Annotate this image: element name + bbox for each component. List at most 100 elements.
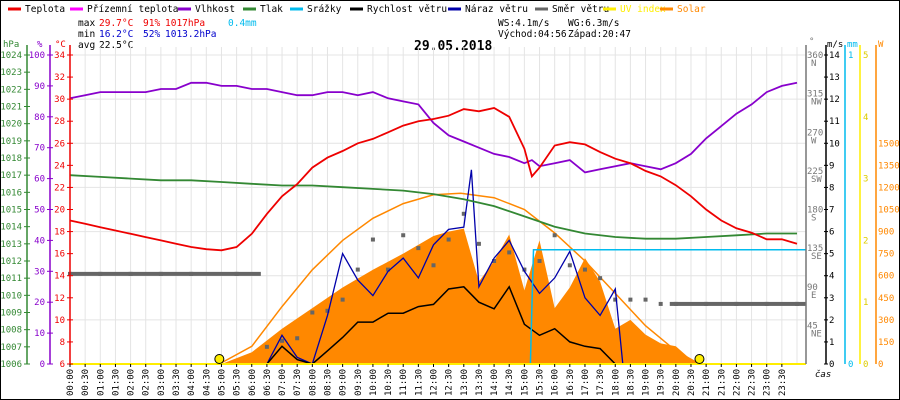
rain-tick-label: 0 [848, 360, 853, 370]
temperature-tick-label: 34 [54, 51, 65, 61]
wind-tick-label: 9 [829, 161, 834, 171]
solar-tick-label: 1050 [878, 206, 900, 216]
x-tick-label: 15:00 [520, 369, 530, 396]
temperature-unit-label: °C [55, 40, 66, 50]
x-axis-label: čas [815, 369, 831, 380]
max-rain: 0.4mm [228, 18, 257, 29]
legend: Teplota Přízemní teplota Vlhkost Tlak Srážky… [8, 4, 706, 15]
min-humidity: 52% [143, 29, 160, 40]
humidity-tick-label: 40 [34, 236, 45, 246]
wind-direction-point [431, 263, 436, 268]
max-label: max [78, 18, 95, 29]
wind-direction-bar [70, 271, 261, 276]
direction-compass-label: SW [811, 175, 822, 185]
pressure-line [69, 174, 797, 240]
chart-title: 29.05.2018 [414, 39, 492, 54]
x-tick-label: 13:00 [460, 369, 470, 396]
legend-item: Vlhkost [195, 4, 235, 15]
stats-block: max 29.7°C 91% 1017hPa 0.4mm min 16.2°C … [78, 18, 631, 51]
x-tick-label: 12:30 [445, 369, 455, 396]
wind-direction-point [492, 259, 497, 263]
wind-direction-point [598, 276, 603, 281]
uv-tick-label: 1 [863, 298, 868, 308]
wind-direction-point [537, 259, 542, 263]
legend-item: Tlak [260, 4, 283, 15]
direction-compass-label: S [811, 214, 816, 224]
solar-tick-label: 750 [878, 250, 894, 260]
pressure-tick-label: 1020 [0, 120, 22, 130]
x-tick-label: 23:00 [763, 369, 773, 396]
humidity-unit-label: % [37, 40, 43, 50]
wind-direction-point [416, 246, 421, 251]
x-tick-label: 10:00 [369, 369, 379, 396]
x-tick-label: 07:30 [293, 369, 303, 396]
x-tick-label: 11:00 [399, 369, 409, 396]
x-tick-label: 22:00 [732, 369, 742, 396]
x-tick-label: 19:30 [657, 369, 667, 396]
direction-unit-label: ° [809, 37, 814, 47]
humidity-tick-label: 50 [34, 206, 45, 216]
wind-tick-label: 11 [829, 117, 840, 127]
direction-tick-label: 360 [807, 51, 823, 61]
wind-speed-line [70, 285, 797, 365]
wind-tick-label: 1 [829, 338, 834, 348]
rain-tick-label: 1 [848, 51, 853, 61]
axes: hPa1024102310221021102010191018101710161… [0, 37, 899, 396]
temperature-tick-label: 10 [54, 316, 65, 326]
temperature-tick-label: 16 [54, 250, 65, 260]
x-tick-label: 04:30 [202, 369, 212, 396]
legend-item: Přízemní teplota [87, 4, 179, 15]
wind-gust-line [70, 169, 797, 365]
legend-item: UV index [620, 4, 666, 15]
solar-tick-label: 900 [878, 228, 894, 238]
direction-compass-label: NE [811, 329, 822, 339]
x-tick-label: 22:30 [748, 369, 758, 396]
wind-tick-label: 4 [829, 272, 834, 282]
x-tick-label: 06:00 [248, 369, 258, 396]
x-tick-label: 13:30 [475, 369, 485, 396]
pressure-tick-label: 1021 [0, 103, 22, 113]
humidity-tick-label: 70 [34, 144, 45, 154]
wind-tick-label: 5 [829, 250, 834, 260]
sunset-time: Západ:20:47 [568, 29, 631, 40]
legend-item: Směr větru [552, 4, 609, 15]
wind-tick-label: 14 [829, 51, 840, 61]
sun-marker [214, 354, 225, 364]
x-tick-label: 15:30 [536, 369, 546, 396]
x-tick-label: 19:00 [642, 369, 652, 396]
pressure-tick-label: 1007 [0, 343, 22, 353]
legend-item: Solar [677, 4, 706, 15]
x-tick-label: 12:00 [430, 369, 440, 396]
solar-tick-label: 150 [878, 338, 894, 348]
wind-direction-point [582, 267, 587, 272]
x-tick-label: 02:30 [142, 369, 152, 396]
humidity-tick-label: 20 [34, 298, 45, 308]
x-tick-label: 14:00 [490, 369, 500, 396]
wind-direction-point [643, 297, 648, 302]
uv-tick-label: 3 [863, 175, 868, 185]
wind-direction-point [401, 233, 406, 238]
direction-compass-label: W [811, 136, 817, 146]
x-tick-label: 23:30 [778, 369, 788, 396]
pressure-tick-label: 1019 [0, 137, 22, 147]
solar-tick-label: 1350 [878, 161, 900, 171]
direction-tick-label: 270 [807, 128, 823, 138]
humidity-line [69, 81, 798, 174]
wind-tick-label: 2 [829, 316, 834, 326]
wind-tick-label: 0 [829, 360, 834, 370]
legend-item: Teplota [25, 4, 65, 15]
direction-tick-label: 315 [807, 90, 823, 100]
wind-tick-label: 6 [829, 228, 834, 238]
x-tick-label: 10:30 [384, 369, 394, 396]
humidity-tick-label: 10 [34, 329, 45, 339]
x-tick-label: 02:00 [127, 369, 137, 396]
wind-direction-bar [669, 301, 806, 306]
pressure-tick-label: 1018 [0, 154, 22, 164]
pressure-tick-label: 1016 [0, 188, 22, 198]
direction-tick-label: 225 [807, 167, 823, 177]
wind-direction-point [295, 336, 300, 341]
wind-direction-point [552, 233, 557, 238]
solar-area [221, 228, 707, 364]
max-humidity: 91% [143, 18, 160, 29]
